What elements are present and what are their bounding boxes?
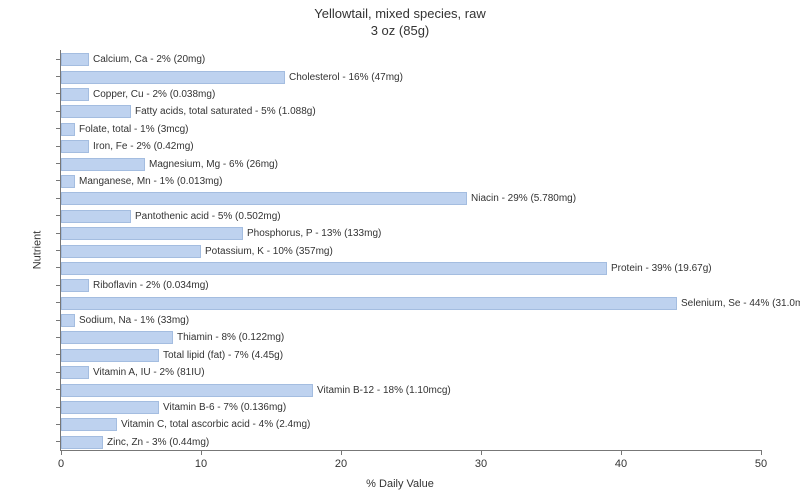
- nutrient-bar: [61, 158, 145, 171]
- chart-title-line2: 3 oz (85g): [0, 23, 800, 40]
- nutrient-label: Total lipid (fat) - 7% (4.45g): [163, 350, 283, 361]
- nutrient-bar: [61, 401, 159, 414]
- nutrient-label: Pantothenic acid - 5% (0.502mg): [135, 211, 281, 222]
- chart-title: Yellowtail, mixed species, raw 3 oz (85g…: [0, 0, 800, 40]
- bar-row: Vitamin A, IU - 2% (81IU): [61, 365, 205, 380]
- nutrient-bar: [61, 279, 89, 292]
- nutrient-bar: [61, 140, 89, 153]
- x-tick-label: 0: [58, 458, 64, 470]
- chart-title-line1: Yellowtail, mixed species, raw: [0, 6, 800, 23]
- nutrient-bar: [61, 192, 467, 205]
- nutrient-label: Niacin - 29% (5.780mg): [471, 193, 576, 204]
- plot-area: 01020304050Calcium, Ca - 2% (20mg)Choles…: [60, 50, 761, 451]
- nutrient-label: Selenium, Se - 44% (31.0mcg): [681, 298, 800, 309]
- nutrient-label: Calcium, Ca - 2% (20mg): [93, 54, 205, 65]
- nutrient-bar: [61, 71, 285, 84]
- x-tick: [621, 450, 622, 455]
- nutrient-bar: [61, 349, 159, 362]
- bar-row: Niacin - 29% (5.780mg): [61, 191, 576, 206]
- x-tick-label: 30: [475, 458, 487, 470]
- nutrient-bar: [61, 366, 89, 379]
- nutrient-bar: [61, 297, 677, 310]
- bar-row: Sodium, Na - 1% (33mg): [61, 313, 189, 328]
- bar-row: Protein - 39% (19.67g): [61, 261, 712, 276]
- nutrient-bar: [61, 210, 131, 223]
- bar-row: Thiamin - 8% (0.122mg): [61, 330, 284, 345]
- nutrient-bar: [61, 175, 75, 188]
- x-tick: [481, 450, 482, 455]
- x-tick: [761, 450, 762, 455]
- x-tick: [341, 450, 342, 455]
- nutrient-bar: [61, 314, 75, 327]
- nutrient-bar: [61, 123, 75, 136]
- nutrient-label: Iron, Fe - 2% (0.42mg): [93, 141, 194, 152]
- nutrient-label: Copper, Cu - 2% (0.038mg): [93, 89, 215, 100]
- x-tick-label: 20: [335, 458, 347, 470]
- x-tick: [201, 450, 202, 455]
- nutrient-bar: [61, 331, 173, 344]
- nutrient-label: Cholesterol - 16% (47mg): [289, 72, 403, 83]
- nutrient-bar: [61, 88, 89, 101]
- bar-row: Potassium, K - 10% (357mg): [61, 244, 333, 259]
- nutrient-label: Vitamin B-12 - 18% (1.10mcg): [317, 385, 451, 396]
- nutrient-label: Vitamin B-6 - 7% (0.136mg): [163, 402, 286, 413]
- bar-row: Vitamin B-12 - 18% (1.10mcg): [61, 383, 451, 398]
- nutrient-bar: [61, 436, 103, 449]
- nutrient-bar: [61, 245, 201, 258]
- bar-row: Magnesium, Mg - 6% (26mg): [61, 157, 278, 172]
- bar-row: Phosphorus, P - 13% (133mg): [61, 226, 381, 241]
- nutrient-bar: [61, 418, 117, 431]
- nutrient-label: Potassium, K - 10% (357mg): [205, 246, 333, 257]
- bar-row: Calcium, Ca - 2% (20mg): [61, 52, 205, 67]
- x-tick: [61, 450, 62, 455]
- nutrient-label: Magnesium, Mg - 6% (26mg): [149, 159, 278, 170]
- nutrient-label: Folate, total - 1% (3mcg): [79, 124, 188, 135]
- nutrient-label: Zinc, Zn - 3% (0.44mg): [107, 437, 209, 448]
- bar-row: Manganese, Mn - 1% (0.013mg): [61, 174, 222, 189]
- bar-row: Copper, Cu - 2% (0.038mg): [61, 87, 215, 102]
- nutrient-bar: [61, 262, 607, 275]
- nutrient-label: Vitamin C, total ascorbic acid - 4% (2.4…: [121, 419, 310, 430]
- bar-row: Total lipid (fat) - 7% (4.45g): [61, 348, 283, 363]
- y-axis-label: Nutrient: [31, 231, 43, 270]
- bar-row: Vitamin B-6 - 7% (0.136mg): [61, 400, 286, 415]
- bar-row: Riboflavin - 2% (0.034mg): [61, 278, 209, 293]
- bar-row: Vitamin C, total ascorbic acid - 4% (2.4…: [61, 417, 310, 432]
- nutrient-bar: [61, 384, 313, 397]
- bar-row: Pantothenic acid - 5% (0.502mg): [61, 209, 281, 224]
- nutrient-label: Vitamin A, IU - 2% (81IU): [93, 367, 205, 378]
- bar-row: Selenium, Se - 44% (31.0mcg): [61, 296, 800, 311]
- x-tick-label: 10: [195, 458, 207, 470]
- nutrient-bar: [61, 227, 243, 240]
- nutrient-label: Protein - 39% (19.67g): [611, 263, 712, 274]
- nutrient-label: Riboflavin - 2% (0.034mg): [93, 280, 209, 291]
- x-tick-label: 50: [755, 458, 767, 470]
- nutrient-label: Phosphorus, P - 13% (133mg): [247, 228, 381, 239]
- nutrient-bar: [61, 105, 131, 118]
- x-axis-label: % Daily Value: [366, 478, 434, 490]
- nutrient-bar: [61, 53, 89, 66]
- nutrient-label: Fatty acids, total saturated - 5% (1.088…: [135, 106, 316, 117]
- x-tick-label: 40: [615, 458, 627, 470]
- bar-row: Zinc, Zn - 3% (0.44mg): [61, 435, 209, 450]
- nutrient-label: Sodium, Na - 1% (33mg): [79, 315, 189, 326]
- bar-row: Cholesterol - 16% (47mg): [61, 70, 403, 85]
- nutrient-label: Thiamin - 8% (0.122mg): [177, 332, 284, 343]
- bar-row: Fatty acids, total saturated - 5% (1.088…: [61, 104, 316, 119]
- nutrition-chart: Yellowtail, mixed species, raw 3 oz (85g…: [0, 0, 800, 500]
- bar-row: Folate, total - 1% (3mcg): [61, 122, 188, 137]
- bar-row: Iron, Fe - 2% (0.42mg): [61, 139, 194, 154]
- nutrient-label: Manganese, Mn - 1% (0.013mg): [79, 176, 222, 187]
